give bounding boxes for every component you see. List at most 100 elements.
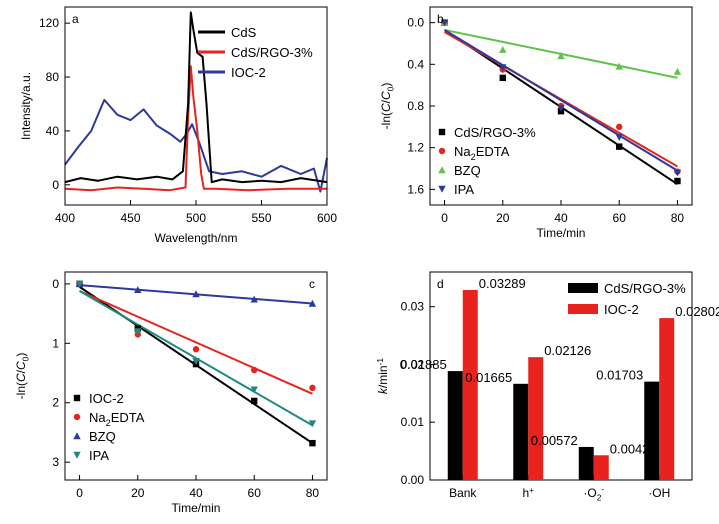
series-line-cds-rgo-3- bbox=[64, 65, 327, 192]
legend-marker bbox=[438, 147, 446, 155]
x-tick-label: 80 bbox=[671, 211, 685, 225]
panel-a: 400 450 500 550 600 0 40 80 120 Wavelength/nm Inte… bbox=[19, 6, 337, 245]
legend-label: Na2EDTA bbox=[454, 144, 510, 162]
data-point bbox=[251, 397, 258, 405]
data-point bbox=[673, 67, 682, 75]
x-tick-label: 600 bbox=[317, 211, 337, 225]
data-point bbox=[499, 64, 507, 72]
legend-label: CdS/RGO-3% bbox=[231, 45, 313, 60]
legend-swatch bbox=[568, 283, 598, 293]
y-tick-label: 0.02 bbox=[401, 357, 425, 371]
y-tick-label: 2 bbox=[52, 396, 59, 410]
y-tick-label: 0 bbox=[52, 178, 59, 192]
y-axis-label: -ln(C/C0) bbox=[379, 83, 396, 130]
panel-c: 0 20 40 60 80 0 1 2 3 Time/min -ln(C/C0) c IOC-2 Na2E… bbox=[14, 271, 328, 515]
x-tick-label: 40 bbox=[189, 486, 203, 500]
data-point bbox=[134, 328, 142, 336]
data-point bbox=[440, 19, 449, 27]
y-tick-label: 0 bbox=[52, 277, 59, 291]
legend-label: Na2EDTA bbox=[89, 410, 145, 428]
y-tick-label: 1.2 bbox=[407, 141, 424, 155]
y-tick-label: 40 bbox=[46, 124, 60, 138]
series-line-ioc-2 bbox=[64, 98, 328, 193]
data-point bbox=[674, 177, 681, 185]
legend-label: IOC-2 bbox=[231, 65, 266, 80]
bar-value-label: 0.02802 bbox=[675, 304, 719, 319]
data-point bbox=[250, 295, 258, 303]
data-point bbox=[308, 420, 317, 428]
panel-label: d bbox=[437, 277, 444, 291]
data-point bbox=[557, 52, 565, 60]
x-tick-label: 550 bbox=[251, 211, 271, 225]
fit-line bbox=[444, 29, 678, 172]
fit-line bbox=[79, 290, 313, 395]
bar-ioc-2 bbox=[659, 318, 675, 480]
x-tick-label: 400 bbox=[55, 211, 75, 225]
data-point bbox=[192, 346, 200, 353]
data-point bbox=[616, 123, 623, 131]
y-tick-label: 3 bbox=[52, 455, 59, 469]
x-axis-label: Time/min bbox=[172, 501, 221, 515]
legend-label: BZQ bbox=[454, 163, 481, 178]
x-tick-label: 60 bbox=[248, 486, 262, 500]
data-point bbox=[75, 280, 84, 288]
bar-ioc-2 bbox=[462, 289, 478, 480]
y-tick-label: 0.4 bbox=[407, 57, 424, 71]
x-tick-label: 60 bbox=[613, 211, 627, 225]
legend-marker bbox=[73, 413, 81, 421]
panel-a-frame bbox=[64, 6, 328, 206]
y-axis-label: Intensity/a.u. bbox=[19, 72, 33, 140]
legend-marker bbox=[438, 128, 446, 136]
y-tick-label: 0.0 bbox=[407, 16, 424, 30]
legend-label: CdS bbox=[231, 25, 257, 40]
legend-label: IPA bbox=[454, 182, 474, 197]
legend-marker bbox=[73, 432, 81, 440]
y-tick-label: 0.03 bbox=[401, 300, 425, 314]
legend-marker bbox=[438, 166, 446, 174]
bar-value-label: 0.03289 bbox=[479, 276, 526, 291]
x-tick-label: ·O2- bbox=[583, 484, 604, 502]
data-point bbox=[615, 62, 623, 70]
bar-cds-rgo bbox=[513, 383, 529, 480]
data-point bbox=[615, 134, 623, 141]
data-point bbox=[251, 366, 258, 374]
legend-label: BZQ bbox=[89, 429, 116, 444]
bar-value-label: 0.01885 bbox=[400, 357, 447, 372]
series-line-cds bbox=[64, 11, 328, 184]
panel-label: c bbox=[309, 277, 315, 291]
data-point bbox=[309, 384, 316, 392]
data-point bbox=[499, 46, 507, 53]
y-axis-label: k/min-1 bbox=[375, 358, 390, 394]
x-tick-label: 40 bbox=[554, 211, 568, 225]
data-point bbox=[308, 299, 317, 307]
data-point bbox=[250, 386, 258, 394]
y-tick-label: 120 bbox=[39, 16, 59, 30]
bar-value-label: 0.01703 bbox=[596, 368, 643, 383]
panel-d: Bank 0.01885 0.03289 h+ 0.01665 0.02126 ·O2- 0.… bbox=[375, 271, 719, 503]
data-point bbox=[499, 74, 506, 82]
legend-swatch bbox=[568, 304, 598, 314]
bar-value-label: 0.02126 bbox=[544, 343, 591, 358]
bar-cds-rgo bbox=[644, 381, 660, 480]
legend-marker bbox=[73, 451, 81, 459]
panel-d-frame bbox=[429, 271, 693, 481]
legend-label: IPA bbox=[89, 448, 109, 463]
bar-value-label: 0.01665 bbox=[465, 370, 512, 385]
data-point bbox=[192, 290, 200, 298]
x-axis-label: Wavelength/nm bbox=[155, 231, 238, 245]
y-tick-label: 1 bbox=[52, 336, 59, 350]
y-tick-label: 0.8 bbox=[407, 99, 424, 113]
data-point bbox=[557, 104, 565, 112]
bar-value-label: 0.00572 bbox=[531, 433, 578, 448]
y-tick-label: 1.6 bbox=[407, 182, 424, 196]
legend-label: CdS/RGO-3% bbox=[604, 281, 686, 296]
x-tick-label: 20 bbox=[496, 211, 510, 225]
y-tick-label: 0.01 bbox=[401, 415, 425, 429]
x-tick-label: 0 bbox=[441, 211, 448, 225]
y-tick-label: 0.00 bbox=[401, 473, 425, 487]
bar-ioc-2 bbox=[528, 357, 544, 480]
y-axis-label: -ln(C/C0) bbox=[14, 353, 31, 400]
data-point bbox=[192, 357, 200, 365]
panel-label: b bbox=[437, 12, 444, 26]
legend-label: IOC-2 bbox=[604, 302, 639, 317]
